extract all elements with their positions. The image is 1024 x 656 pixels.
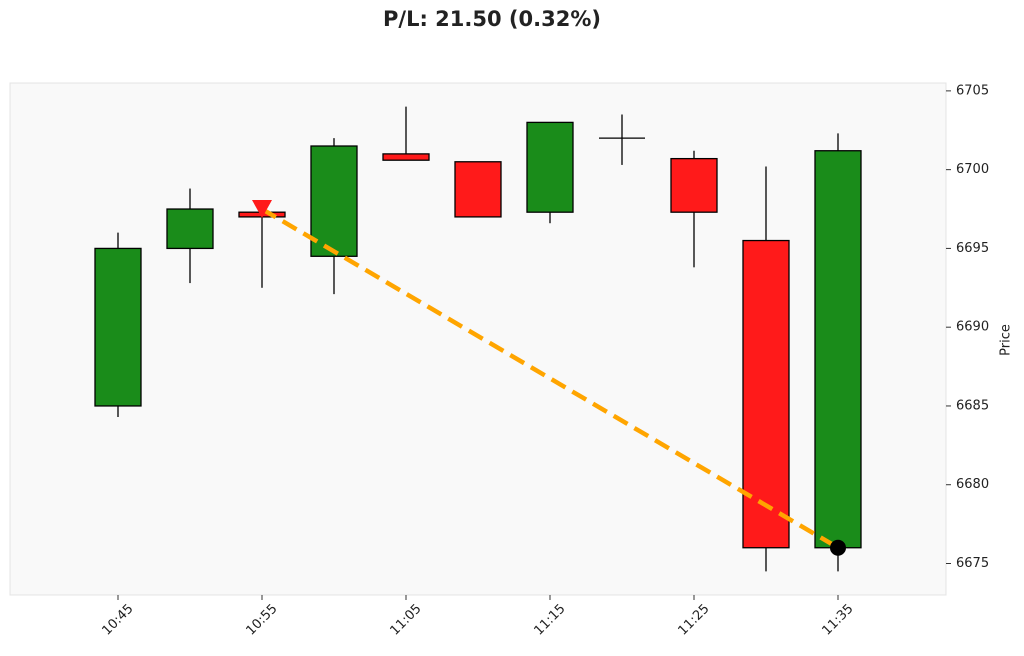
candle-body (526, 121, 574, 213)
candle-body (742, 239, 790, 549)
x-tick-label: 11:35 (819, 601, 856, 638)
candle-body (94, 247, 142, 407)
candle-body (454, 161, 502, 218)
x-tick-label: 11:25 (675, 601, 712, 638)
x-tick-label: 10:55 (243, 601, 280, 638)
candle-body (310, 145, 358, 257)
entry-marker (252, 200, 272, 219)
candle-body (670, 157, 718, 213)
chart-title: P/L: 21.50 (0.32%) (383, 7, 601, 31)
y-tick-label: 6705 (956, 83, 989, 98)
plot-area (9, 82, 947, 596)
candle-body (382, 153, 430, 161)
x-tick-label: 10:45 (99, 601, 136, 638)
y-tick-label: 6685 (956, 398, 989, 413)
x-tick-label: 11:05 (387, 601, 424, 638)
x-tick-label: 11:15 (531, 601, 568, 638)
candle-body (814, 150, 862, 549)
y-tick-label: 6680 (956, 477, 989, 492)
y-tick-label: 6695 (956, 241, 989, 256)
y-axis-label: Price (999, 324, 1014, 356)
exit-marker (830, 539, 846, 556)
y-tick-label: 6690 (956, 320, 989, 335)
candle-body (166, 208, 214, 250)
y-tick-label: 6700 (956, 162, 989, 177)
y-tick-label: 6675 (956, 556, 989, 571)
trade-line (260, 207, 840, 550)
